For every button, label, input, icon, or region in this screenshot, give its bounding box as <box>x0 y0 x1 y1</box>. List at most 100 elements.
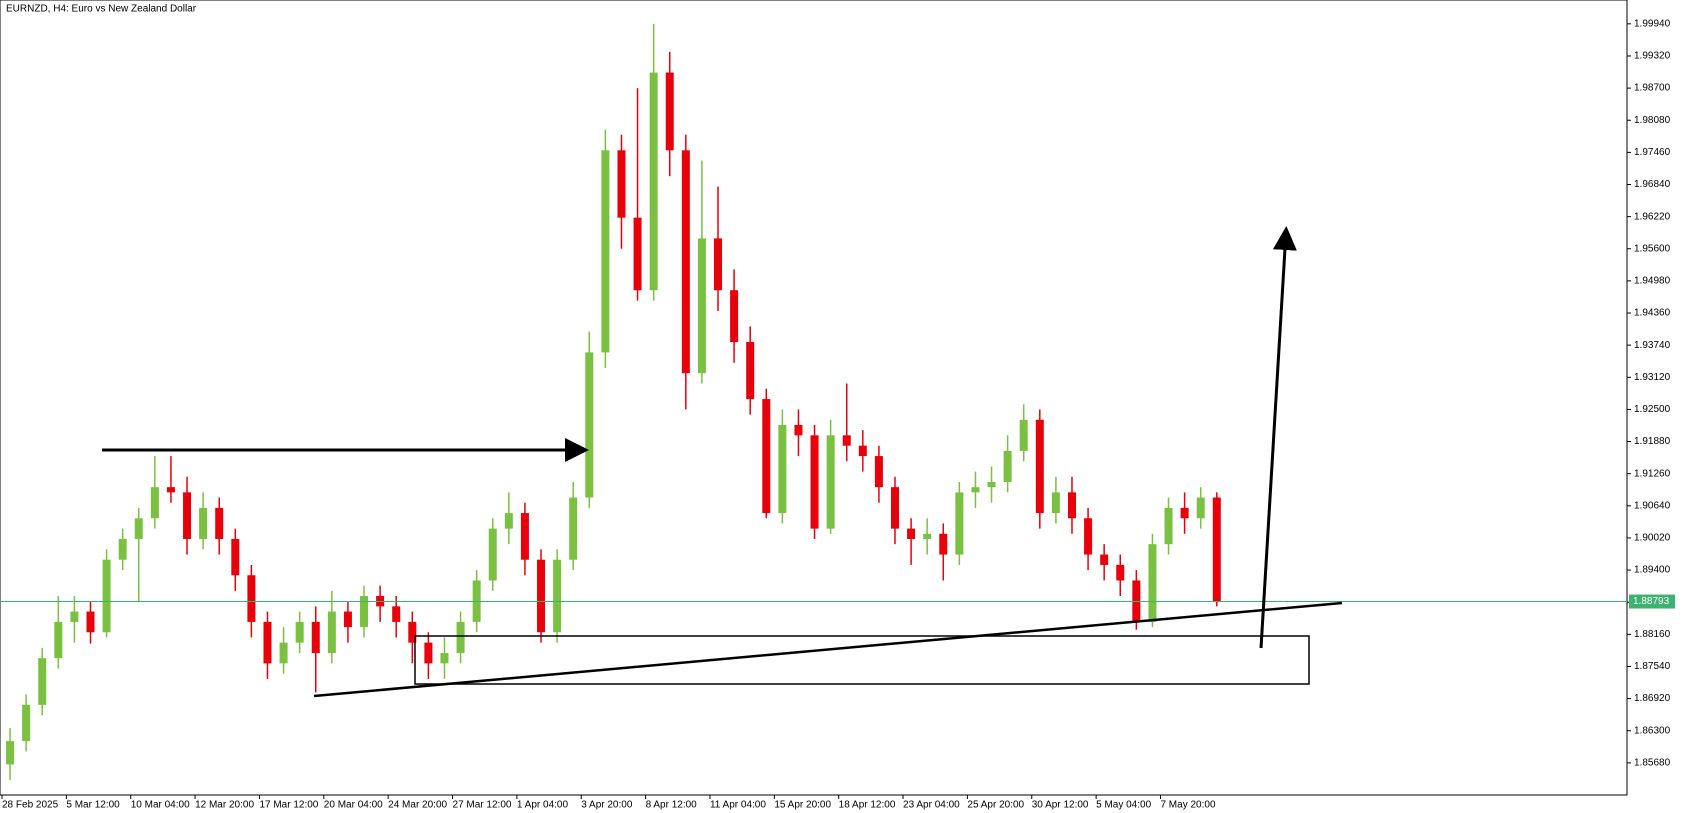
candle-body <box>279 642 288 664</box>
candle-body <box>1084 518 1093 555</box>
candle-body <box>118 538 127 560</box>
candle-body <box>714 238 723 291</box>
candle-body <box>1035 419 1044 514</box>
candle-body <box>38 658 47 705</box>
y-tick-label: 1.96220 <box>1634 211 1671 222</box>
candle-body <box>553 559 562 633</box>
x-tick-label: 23 Apr 04:00 <box>903 800 960 811</box>
x-tick-label: 11 Apr 04:00 <box>710 800 766 811</box>
candle-body <box>939 533 948 555</box>
candle-body <box>842 435 851 446</box>
plot-frame <box>0 0 1628 796</box>
x-tick-label: 10 Mar 04:00 <box>131 800 190 811</box>
candle-body <box>1180 507 1189 519</box>
y-tick-label: 1.90640 <box>1634 500 1671 511</box>
candle-body <box>22 704 31 742</box>
y-tick-label: 1.95600 <box>1634 243 1671 254</box>
candle-body <box>907 528 916 539</box>
candle-body <box>1116 564 1125 581</box>
candle-body <box>649 72 658 291</box>
candle-body <box>874 456 883 488</box>
candle-body <box>86 611 95 633</box>
candle-body <box>1148 544 1157 622</box>
y-tick-label: 1.87540 <box>1634 661 1671 672</box>
y-tick-label: 1.98080 <box>1634 115 1671 126</box>
candle-body <box>971 487 980 493</box>
trendline <box>313 601 1343 698</box>
candle-body <box>150 487 159 519</box>
x-tick-label: 15 Apr 20:00 <box>774 800 831 811</box>
candle-body <box>585 352 594 498</box>
arrow-up <box>1259 226 1297 649</box>
candle-body <box>343 611 352 628</box>
candle-body <box>794 424 803 436</box>
candle-body <box>955 492 964 555</box>
candle-body <box>424 642 433 664</box>
candle-body <box>537 559 546 633</box>
candle-body <box>360 595 369 628</box>
y-tick-label: 1.98700 <box>1634 83 1671 94</box>
x-tick-label: 8 Apr 12:00 <box>646 800 698 811</box>
x-tick-label: 28 Feb 2025 <box>2 800 59 811</box>
candle-body <box>681 150 690 374</box>
candle-body <box>440 652 449 664</box>
y-tick-label: 1.99940 <box>1634 18 1671 29</box>
x-tick-label: 20 Mar 04:00 <box>324 800 383 811</box>
candle-body <box>1003 450 1012 482</box>
current-price-box <box>1629 594 1675 609</box>
candle-body <box>1019 419 1028 451</box>
candle-body <box>70 611 79 622</box>
x-tick-label: 12 Mar 20:00 <box>195 800 254 811</box>
candle-body <box>1067 492 1076 519</box>
candle-body <box>102 559 111 633</box>
y-tick-label: 1.91260 <box>1634 468 1671 479</box>
candle-body <box>826 435 835 529</box>
y-tick-label: 1.85680 <box>1634 758 1671 769</box>
candle-body <box>987 481 996 488</box>
candle-body <box>617 150 626 218</box>
candle-body <box>697 238 706 374</box>
y-tick-label: 1.91880 <box>1634 436 1671 447</box>
candle-body <box>810 435 819 529</box>
x-tick-label: 1 Apr 04:00 <box>517 800 569 811</box>
x-tick-label: 24 Mar 20:00 <box>388 800 447 811</box>
y-tick-label: 1.89400 <box>1634 565 1671 576</box>
candle-body <box>231 538 240 576</box>
y-tick-label: 1.99320 <box>1634 51 1671 62</box>
x-tick-label: 30 Apr 12:00 <box>1032 800 1089 811</box>
x-tick-label: 5 Mar 12:00 <box>66 800 120 811</box>
candle-body <box>520 513 529 560</box>
x-tick-label: 3 Apr 20:00 <box>581 800 633 811</box>
candle-body <box>134 518 143 539</box>
candle-body <box>166 487 175 493</box>
candle-body <box>311 621 320 653</box>
candle-body <box>392 606 401 622</box>
candle-body <box>665 72 674 151</box>
candle-body <box>1100 554 1109 565</box>
candle-body <box>504 513 513 529</box>
current-price-label: 1.88793 <box>1633 596 1670 607</box>
candle-body <box>601 150 610 353</box>
y-tick-label: 1.92500 <box>1634 404 1671 415</box>
y-tick-label: 1.88160 <box>1634 629 1671 640</box>
candle-body <box>215 507 224 539</box>
y-tick-label: 1.94980 <box>1634 276 1671 287</box>
candle-body <box>1212 497 1221 602</box>
candle-body <box>488 528 497 581</box>
y-tick-label: 1.93120 <box>1634 372 1671 383</box>
candle-body <box>6 741 15 765</box>
candle-body <box>890 487 899 529</box>
x-tick-label: 27 Mar 12:00 <box>453 800 512 811</box>
y-tick-label: 1.86300 <box>1634 725 1671 736</box>
candle-body <box>730 290 739 343</box>
y-tick-label: 1.90020 <box>1634 533 1671 544</box>
candle-body <box>746 342 755 400</box>
x-tick-label: 7 May 20:00 <box>1160 800 1215 811</box>
candle-body <box>54 621 63 659</box>
chart-title: EURNZD, H4: Euro vs New Zealand Dollar <box>6 4 197 15</box>
y-tick-label: 1.86920 <box>1634 693 1671 704</box>
candle-body <box>1164 507 1173 545</box>
candle-body <box>456 621 465 653</box>
candle-body <box>199 507 208 539</box>
